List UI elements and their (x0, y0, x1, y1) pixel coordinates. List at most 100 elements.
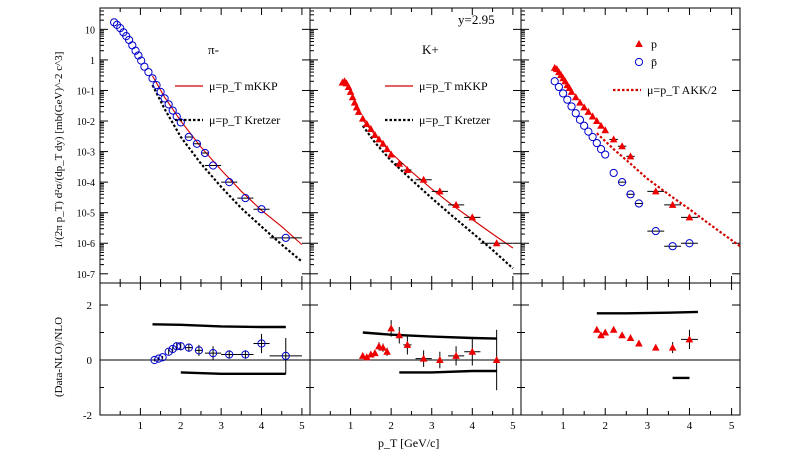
top-right-legend-label: p̄ (651, 55, 657, 69)
bottom-right-data-point (597, 331, 605, 339)
bottom-left-x-tick-label: 5 (299, 420, 305, 432)
top-left-curve (151, 84, 303, 263)
bottom-right-band-upper (596, 310, 698, 315)
x-axis-title: p_T [GeV/c] (378, 436, 439, 450)
top-right-data-point (588, 132, 597, 142)
top-middle-data-point (367, 124, 375, 132)
bottom-middle-band-lower (399, 369, 497, 374)
top-left-data-point (257, 205, 266, 214)
bottom-middle-data-point (436, 356, 444, 363)
top-left-data-point (144, 67, 153, 77)
y-tick-label: 1 (90, 56, 95, 67)
bottom-right-data-point (593, 325, 601, 333)
top-middle-data-point (436, 187, 444, 195)
y-tick-label: 10-1 (77, 86, 95, 97)
top-left-data-point (148, 74, 157, 83)
bottom-left-band-upper (152, 323, 286, 329)
top-right-data-point (576, 98, 584, 106)
top-right-data-point (651, 226, 660, 236)
top-middle-data-point (371, 130, 379, 138)
bottom-right-x-tick-label: 3 (645, 420, 651, 432)
bottom-right-data-point (668, 343, 677, 351)
top-right-data-point (550, 77, 559, 86)
top-right-data-point (584, 127, 593, 136)
top-left-legend-label: μ=p_T Kretzer (209, 113, 280, 127)
bottom-left-x-tick-label: 4 (259, 420, 265, 432)
top-right-data-point (651, 187, 660, 195)
bottom-left-data-point (158, 353, 167, 362)
top-right-data-point (601, 126, 610, 134)
bottom-left-data-point (241, 350, 250, 359)
top-left-data-point (140, 62, 149, 71)
top-middle-legend-label: μ=p_T mKKP (419, 79, 488, 93)
bottom-right-data-point (651, 343, 660, 351)
top-middle-data-point (387, 150, 395, 158)
top-left-data-point (164, 100, 173, 109)
top-right-data-point (592, 138, 601, 148)
bottom-middle-data-point (383, 347, 391, 355)
top-left-data-point (152, 80, 161, 90)
top-right-data-point (584, 107, 593, 115)
top-middle-data-point (346, 87, 355, 95)
bottom-middle-data-point (363, 353, 371, 361)
top-left-data-point (208, 161, 218, 170)
top-right-data-point (634, 199, 644, 208)
top-middle-data-point (363, 119, 371, 127)
y-tick-label: 0 (87, 355, 93, 367)
bottom-left-data-point (281, 351, 290, 360)
top-right-curve (596, 132, 741, 248)
bottom-left-data-point (257, 339, 266, 348)
top-right-data-point (575, 115, 585, 124)
bottom-middle-x-tick-label: 2 (388, 420, 394, 432)
bottom-middle-data-point (358, 351, 367, 359)
y-tick-label: 10-2 (77, 117, 95, 128)
y-tick-label: 2 (87, 300, 93, 312)
bottom-right-frame (520, 282, 741, 416)
y-tick-label: 10 (85, 25, 95, 36)
top-left-legend-label: μ=p_T mKKP (209, 79, 278, 93)
bottom-right-data-point (635, 339, 643, 347)
top-right-frame (520, 7, 741, 284)
top-middle-data-point (354, 107, 363, 115)
top-left-data-point (168, 106, 177, 115)
bottom-middle-x-tick-label: 1 (348, 420, 354, 432)
bottom-middle-band-upper (362, 331, 497, 340)
bottom-middle-x-tick-label: 5 (510, 420, 516, 432)
top-left-data-point (160, 94, 169, 103)
top-right-data-point (609, 135, 618, 143)
top-middle-data-point (468, 213, 477, 221)
bottom-middle-data-point (375, 342, 383, 350)
bottom-left-x-tick-label: 1 (138, 420, 144, 432)
bottom-left-x-tick-label: 2 (178, 420, 184, 432)
top-middle-data-point (383, 145, 391, 153)
top-right-legend-marker (634, 57, 644, 67)
bottom-right-data-point (685, 335, 694, 343)
top-middle-data-point (403, 165, 412, 173)
top-right-data-point (554, 82, 564, 92)
bottom-right-data-point (626, 334, 635, 341)
y-tick-label: -2 (83, 410, 92, 422)
y-tick-label: 10-6 (77, 239, 95, 250)
y-tick-label: 10-5 (77, 209, 95, 220)
bottom-right-x-tick-label: 4 (687, 420, 693, 432)
top-right-data-point (571, 109, 580, 118)
top-right-data-point (588, 112, 597, 120)
top-right-data-point (597, 121, 605, 129)
top-left-data-point (134, 51, 143, 60)
top-left-data-point (241, 194, 250, 203)
top-middle-data-point (395, 159, 404, 167)
top-right-data-point (596, 145, 606, 154)
bottom-middle-data-point (371, 349, 379, 357)
top-right-data-point (685, 213, 694, 221)
top-right-legend-label: p (651, 37, 657, 51)
top-left-data-point (192, 139, 202, 148)
bottom-middle-x-tick-label: 3 (429, 420, 435, 432)
top-right-data-point (563, 95, 572, 104)
bottom-right-x-tick-label: 2 (602, 420, 608, 432)
top-right-data-point (618, 142, 626, 150)
bottom-middle-data-point (403, 340, 412, 348)
bottom-left-band-lower (180, 371, 286, 375)
top-middle-curve (362, 119, 514, 249)
top-right-legend-marker (635, 40, 643, 47)
bottom-left-data-point (194, 346, 204, 355)
